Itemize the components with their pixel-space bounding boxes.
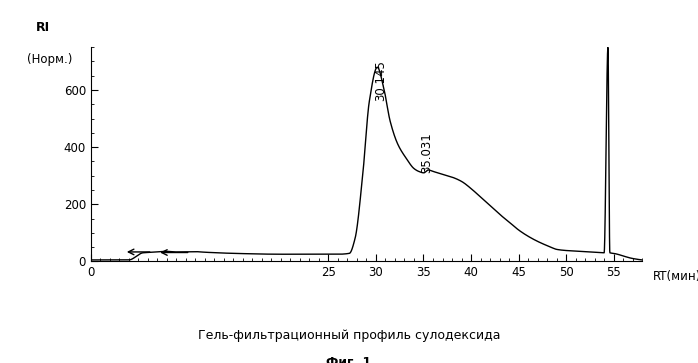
Text: RI: RI xyxy=(36,21,50,34)
Text: 35.031: 35.031 xyxy=(421,132,433,173)
Text: Гель-фильтрационный профиль сулодексида: Гель-фильтрационный профиль сулодексида xyxy=(198,329,500,342)
Text: RT(мин): RT(мин) xyxy=(653,270,698,283)
Text: 30.145: 30.145 xyxy=(374,61,387,101)
Text: (Норм.): (Норм.) xyxy=(27,53,73,66)
Text: Фиг. 1: Фиг. 1 xyxy=(327,356,371,363)
